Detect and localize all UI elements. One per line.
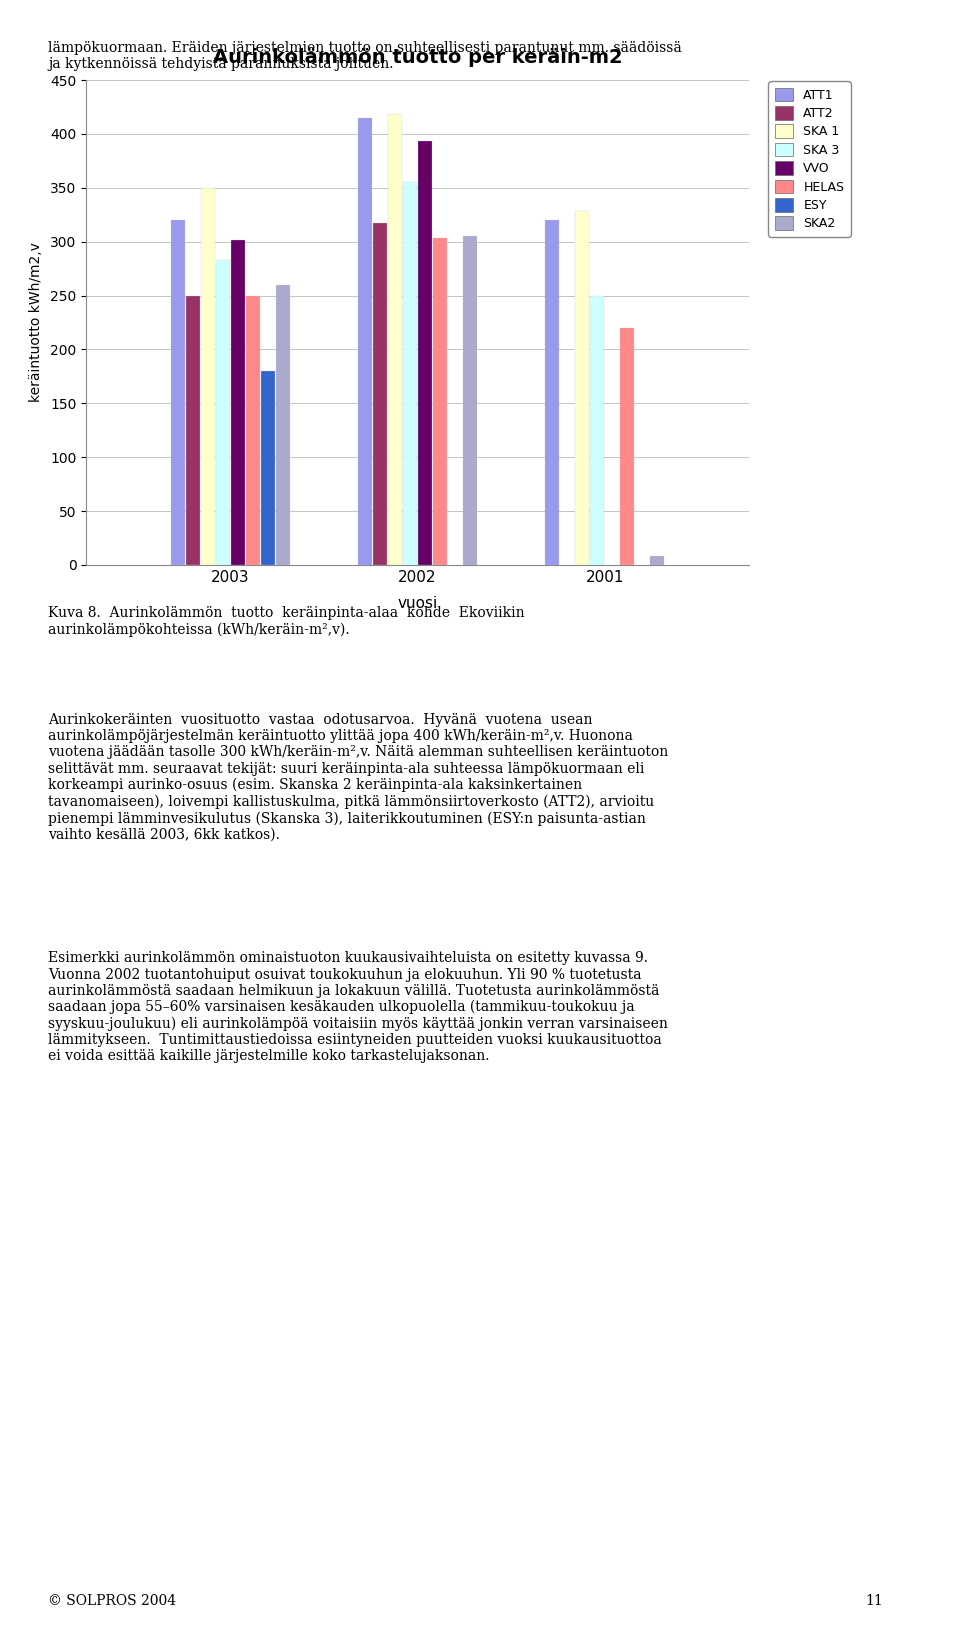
Bar [186, 296, 201, 566]
Bar [201, 187, 215, 566]
Bar [373, 224, 387, 566]
Legend: ATT1, ATT2, SKA 1, SKA 3, VVO, HELAS, ESY, SKA2: ATT1, ATT2, SKA 1, SKA 3, VVO, HELAS, ES… [768, 82, 851, 237]
Bar [388, 115, 402, 566]
Bar [358, 118, 372, 566]
Y-axis label: keräintuotto kWh/m2,v: keräintuotto kWh/m2,v [30, 243, 43, 403]
Bar [590, 296, 605, 566]
Bar [230, 240, 245, 566]
X-axis label: vuosi: vuosi [397, 597, 438, 612]
Bar [463, 237, 477, 566]
Bar [418, 141, 432, 566]
Title: Aurinkolämmön tuotto per keräin-m2: Aurinkolämmön tuotto per keräin-m2 [213, 48, 622, 67]
Bar [246, 296, 260, 566]
Bar [620, 327, 635, 566]
Bar [403, 182, 418, 566]
Bar [433, 238, 447, 566]
Bar [261, 372, 275, 566]
Text: lämpökuormaan. Eräiden järjestelmien tuotto on suhteellisesti parantunut mm. sää: lämpökuormaan. Eräiden järjestelmien tuo… [48, 41, 682, 71]
Text: Aurinkokeräinten  vuosituotto  vastaa  odotusarvoa.  Hyvänä  vuotena  usean
auri: Aurinkokeräinten vuosituotto vastaa odot… [48, 713, 668, 842]
Bar [216, 260, 230, 566]
Bar [545, 220, 560, 566]
Text: Esimerkki aurinkolämmön ominaistuoton kuukausivaihteluista on esitetty kuvassa 9: Esimerkki aurinkolämmön ominaistuoton ku… [48, 952, 668, 1064]
Bar [575, 212, 589, 566]
Bar [171, 220, 185, 566]
Text: 11: 11 [866, 1593, 883, 1608]
Bar [650, 556, 664, 566]
Bar [276, 284, 290, 566]
Text: Kuva 8.  Aurinkolämmön  tuotto  keräinpinta-alaa  kohde  Ekoviikin
aurinkolämpök: Kuva 8. Aurinkolämmön tuotto keräinpinta… [48, 607, 524, 636]
Text: © SOLPROS 2004: © SOLPROS 2004 [48, 1593, 176, 1608]
